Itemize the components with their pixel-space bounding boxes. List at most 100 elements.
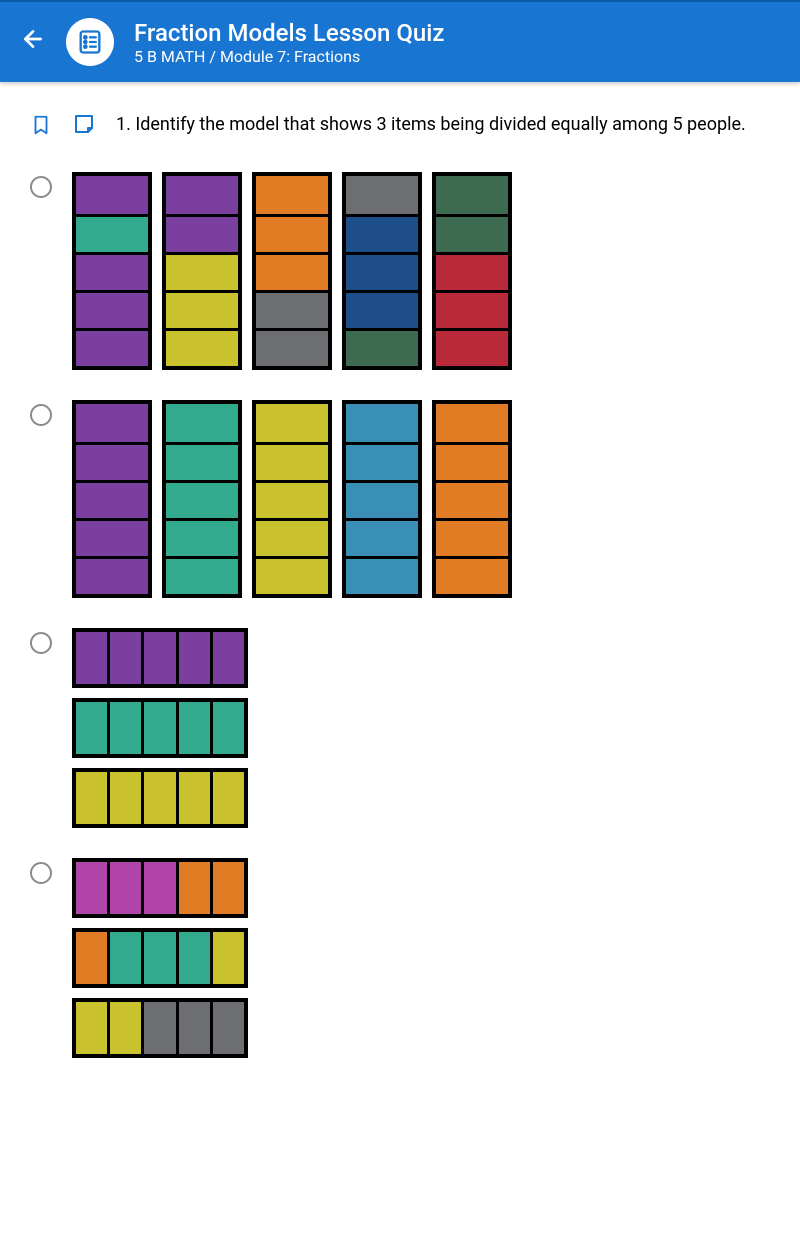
- fraction-cell: [107, 632, 141, 684]
- fraction-cell: [436, 442, 508, 480]
- fraction-cell: [76, 252, 148, 290]
- fraction-cell: [346, 442, 418, 480]
- option-d-model: [72, 858, 248, 1058]
- option-a[interactable]: [30, 172, 770, 370]
- radio-button-c[interactable]: [30, 632, 52, 654]
- fraction-cell: [76, 702, 107, 754]
- fraction-cell: [76, 772, 107, 824]
- option-a-model: [72, 172, 512, 370]
- option-b[interactable]: [30, 400, 770, 598]
- fraction-cell: [76, 632, 107, 684]
- fraction-cell: [76, 862, 107, 914]
- fraction-cell: [141, 1002, 175, 1054]
- fraction-cell: [256, 328, 328, 366]
- fraction-bar: [72, 998, 248, 1058]
- fraction-cell: [166, 404, 238, 442]
- option-c[interactable]: [30, 628, 770, 828]
- fraction-cell: [166, 328, 238, 366]
- fraction-cell: [346, 480, 418, 518]
- fraction-cell: [436, 214, 508, 252]
- fraction-cell: [141, 702, 175, 754]
- fraction-cell: [166, 214, 238, 252]
- fraction-cell: [346, 214, 418, 252]
- option-d[interactable]: [30, 858, 770, 1058]
- fraction-cell: [76, 480, 148, 518]
- fraction-bar: [252, 172, 332, 370]
- fraction-cell: [76, 1002, 107, 1054]
- fraction-cell: [166, 518, 238, 556]
- fraction-cell: [210, 702, 244, 754]
- option-c-model: [72, 628, 248, 828]
- fraction-cell: [436, 518, 508, 556]
- fraction-cell: [346, 328, 418, 366]
- fraction-cell: [166, 176, 238, 214]
- fraction-cell: [436, 404, 508, 442]
- fraction-cell: [166, 480, 238, 518]
- radio-button-b[interactable]: [30, 404, 52, 426]
- option-b-model: [72, 400, 512, 598]
- fraction-cell: [107, 932, 141, 984]
- fraction-cell: [76, 290, 148, 328]
- fraction-cell: [76, 404, 148, 442]
- fraction-cell: [166, 290, 238, 328]
- radio-button-d[interactable]: [30, 862, 52, 884]
- fraction-cell: [166, 252, 238, 290]
- fraction-cell: [76, 214, 148, 252]
- fraction-cell: [141, 632, 175, 684]
- fraction-bar: [162, 400, 242, 598]
- bookmark-icon[interactable]: [30, 112, 52, 142]
- fraction-cell: [176, 1002, 210, 1054]
- fraction-cell: [76, 328, 148, 366]
- fraction-cell: [107, 772, 141, 824]
- fraction-cell: [141, 772, 175, 824]
- note-icon[interactable]: [72, 112, 96, 140]
- fraction-cell: [176, 862, 210, 914]
- fraction-cell: [107, 1002, 141, 1054]
- fraction-cell: [256, 252, 328, 290]
- fraction-cell: [346, 252, 418, 290]
- fraction-cell: [166, 442, 238, 480]
- fraction-cell: [166, 556, 238, 594]
- fraction-cell: [256, 290, 328, 328]
- fraction-bar: [72, 768, 248, 828]
- content-area: 1. Identify the model that shows 3 items…: [0, 82, 800, 1118]
- fraction-cell: [176, 772, 210, 824]
- fraction-bar: [162, 172, 242, 370]
- fraction-cell: [141, 932, 175, 984]
- fraction-cell: [436, 252, 508, 290]
- fraction-cell: [176, 702, 210, 754]
- fraction-bar: [432, 172, 512, 370]
- fraction-bar: [72, 628, 248, 688]
- fraction-bar: [72, 698, 248, 758]
- radio-button-a[interactable]: [30, 176, 52, 198]
- fraction-cell: [210, 932, 244, 984]
- fraction-cell: [76, 556, 148, 594]
- question-row: 1. Identify the model that shows 3 items…: [30, 112, 770, 142]
- fraction-cell: [436, 480, 508, 518]
- fraction-cell: [346, 290, 418, 328]
- fraction-cell: [210, 772, 244, 824]
- fraction-cell: [256, 518, 328, 556]
- fraction-cell: [210, 632, 244, 684]
- fraction-cell: [346, 176, 418, 214]
- question-number: 1.: [116, 114, 131, 135]
- fraction-cell: [176, 932, 210, 984]
- fraction-bar: [72, 400, 152, 598]
- fraction-cell: [176, 632, 210, 684]
- fraction-cell: [436, 290, 508, 328]
- question-body: Identify the model that shows 3 items be…: [135, 114, 745, 135]
- fraction-cell: [346, 404, 418, 442]
- fraction-cell: [256, 404, 328, 442]
- fraction-cell: [76, 932, 107, 984]
- fraction-cell: [436, 328, 508, 366]
- page-title: Fraction Models Lesson Quiz: [134, 19, 444, 47]
- back-arrow-icon[interactable]: [20, 26, 46, 59]
- fraction-cell: [346, 556, 418, 594]
- fraction-cell: [107, 862, 141, 914]
- fraction-cell: [76, 518, 148, 556]
- header-text: Fraction Models Lesson Quiz 5 B MATH / M…: [134, 19, 444, 66]
- fraction-cell: [256, 176, 328, 214]
- fraction-cell: [76, 176, 148, 214]
- fraction-bar: [432, 400, 512, 598]
- fraction-bar: [342, 172, 422, 370]
